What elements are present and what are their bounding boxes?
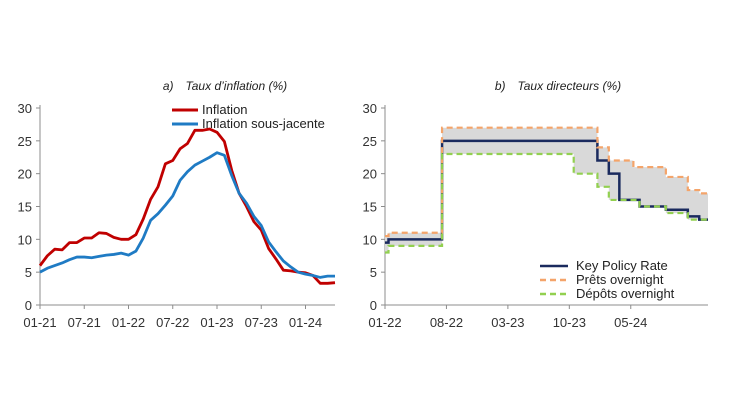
y-tick-label: 30 [18, 101, 32, 116]
title-text: Taux d’inflation (%) [186, 79, 288, 93]
svg-text:a)Taux d’inflation (%): a) Taux d’inflation (%) [163, 79, 287, 93]
x-tick-label: 03-23 [491, 315, 524, 330]
y-tick-label: 10 [18, 232, 32, 247]
y-tick-label: 30 [363, 101, 377, 116]
chart-panel-a: a) Taux d’inflation (%) 0 5 10 15 20 25 30 01-21 0… [18, 79, 336, 330]
legend-label: Dépôts overnight [576, 286, 675, 301]
y-tick-label: 15 [18, 200, 32, 215]
panel-label: b) [495, 79, 506, 93]
chart-title: a) Taux d’inflation (%) [163, 79, 287, 93]
x-tick-label: 01-22 [368, 315, 401, 330]
series-line-inflation-sous-jacente [39, 151, 335, 279]
y-tick-label: 5 [25, 265, 32, 280]
y-tick-label: 20 [18, 167, 32, 182]
x-tick-label: 07-23 [245, 315, 278, 330]
x-tick-label: 07-22 [156, 315, 189, 330]
y-tick-label: 25 [18, 134, 32, 149]
x-tick-label: 01-24 [289, 315, 322, 330]
series-line-inflation [38, 127, 336, 285]
svg-text:b)Taux directeurs (%): b) Taux directeurs (%) [495, 79, 621, 93]
x-tick-label: 08-22 [430, 315, 463, 330]
legend-label: Prêts overnight [576, 272, 664, 287]
x-tick-label: 01-21 [23, 315, 56, 330]
panel-label: a) [163, 79, 174, 93]
x-tick-label: 10-23 [553, 315, 586, 330]
y-tick-label: 25 [363, 134, 377, 149]
y-tick-label: 20 [363, 167, 377, 182]
x-tick-label: 01-22 [112, 315, 145, 330]
legend-label: Key Policy Rate [576, 258, 668, 273]
x-tick-label: 07-21 [68, 315, 101, 330]
y-tick-label: 10 [363, 232, 377, 247]
chart-panel-b: b) Taux directeurs (%) 0 5 10 15 20 25 30 01-22 08… [363, 79, 708, 330]
legend-label: Inflation [202, 102, 248, 117]
x-tick-label: 05-24 [614, 315, 647, 330]
y-tick-label: 15 [363, 200, 377, 215]
series-line-pr-ts-overnight [385, 126, 708, 238]
x-tick-label: 01-23 [200, 315, 233, 330]
title-text: Taux directeurs (%) [518, 79, 622, 93]
series-line-d-p-ts-overnight [385, 152, 708, 254]
legend-label: Inflation sous-jacente [202, 116, 325, 131]
y-tick-label: 0 [370, 298, 377, 313]
chart-title: b) Taux directeurs (%) [495, 79, 621, 93]
y-tick-label: 5 [370, 265, 377, 280]
y-tick-label: 0 [25, 298, 32, 313]
